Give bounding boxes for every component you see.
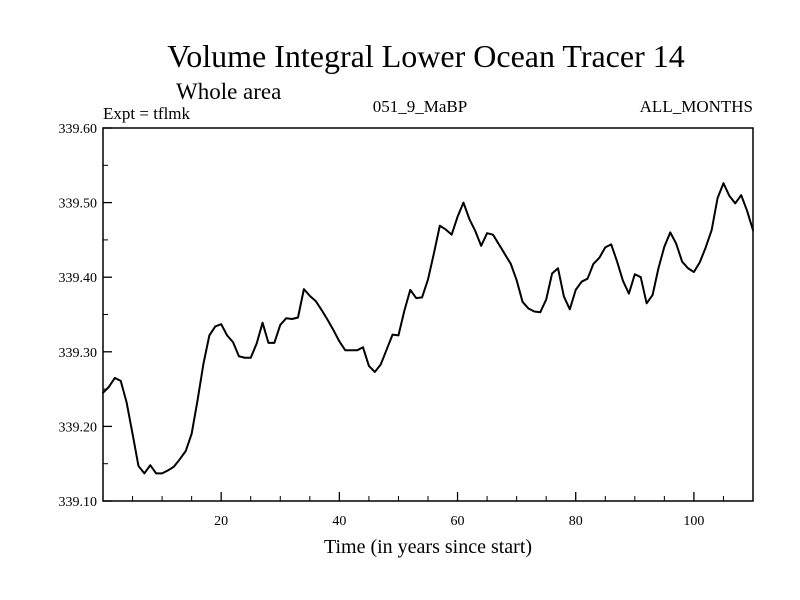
x-tick-label: 60 [451,514,465,529]
x-axis: 20 40 60 80 100 [132,492,724,529]
y-tick-label: 339.60 [59,122,98,137]
y-tick-label: 339.30 [59,346,98,361]
series-layer [102,182,754,475]
y-axis: 339.10 339.20 339.30 339.40 339.50 339.60 [59,122,112,510]
months-label: ALL_MONTHS [640,97,753,116]
y-tick-label: 339.40 [59,271,98,286]
x-axis-label: Time (in years since start) [324,536,532,558]
run-label: 051_9_MaBP [373,97,467,116]
y-tick-label: 339.20 [59,420,98,435]
y-tick-label: 339.50 [59,197,98,212]
x-tick-label: 40 [332,514,346,529]
plot-frame [102,127,754,502]
experiment-label: Expt = tflmk [103,104,191,123]
series-line [102,182,754,475]
x-tick-label: 100 [683,514,704,529]
y-tick-label: 339.10 [59,495,98,510]
x-tick-label: 80 [569,514,583,529]
x-tick-label: 20 [214,514,228,529]
chart-title: Volume Integral Lower Ocean Tracer 14 [167,38,684,74]
chart-subtitle: Whole area [176,79,281,104]
